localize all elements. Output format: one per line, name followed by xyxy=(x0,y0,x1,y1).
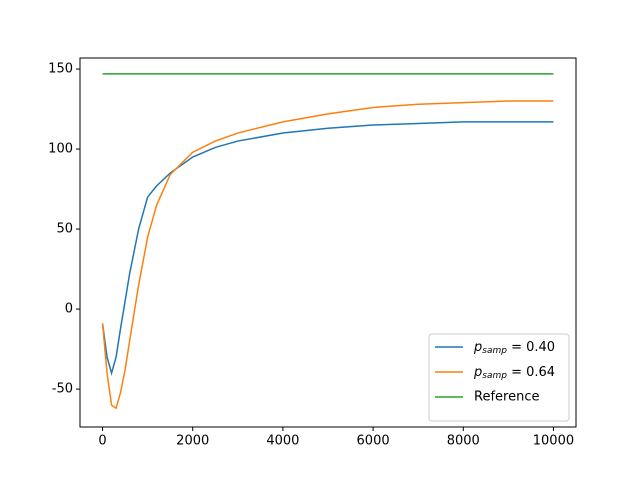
x-tick-label: 6000 xyxy=(357,434,390,449)
x-tick-label: 8000 xyxy=(447,434,480,449)
line xyxy=(101,121,554,376)
y-tick-label: 150 xyxy=(48,62,73,77)
legend-label: psamp = 0.40 xyxy=(473,340,555,356)
y-tick-label: 100 xyxy=(48,142,73,157)
y-tick-label: -50 xyxy=(52,382,73,397)
legend-box xyxy=(428,333,570,422)
axes-frame xyxy=(79,57,577,428)
x-tick-label: 2000 xyxy=(176,434,209,449)
line xyxy=(101,100,554,410)
y-tick-label: 0 xyxy=(65,302,73,317)
x-tick-label: 10000 xyxy=(533,434,574,449)
x-tick-label: 0 xyxy=(98,434,106,449)
y-tick-label: 50 xyxy=(56,222,73,237)
legend-label: psamp = 0.64 xyxy=(473,365,555,381)
legend-label: Reference xyxy=(474,390,539,405)
x-tick-label: 4000 xyxy=(266,434,299,449)
